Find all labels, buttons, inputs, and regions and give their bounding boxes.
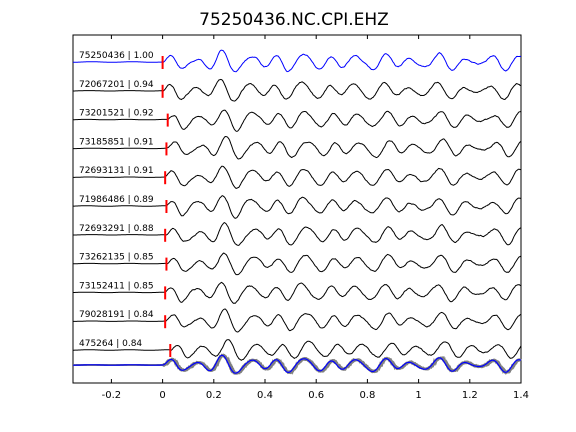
stacked-traces: [73, 353, 522, 375]
stack-reference-trace: [73, 354, 522, 374]
trace-label: 75250436 | 1.00: [79, 51, 154, 61]
trace-label: 79028191 | 0.84: [79, 310, 154, 320]
trace-line: [73, 339, 522, 361]
trace-line: [73, 109, 522, 132]
trace-line: [73, 49, 522, 73]
x-tick-label: 1.2: [462, 390, 478, 401]
trace-line: [73, 135, 522, 160]
x-tick-label: 0.2: [206, 390, 222, 401]
trace-label: 73262135 | 0.85: [79, 253, 154, 263]
trace-label: 72693131 | 0.91: [79, 166, 154, 176]
x-tick-label: 0: [159, 390, 165, 401]
trace-label: 475264 | 0.84: [79, 339, 142, 349]
trace-line: [73, 165, 522, 189]
x-axis: -0.2 0 0.2 0.4 0.6 0.8 1 1.2 1.4: [102, 35, 529, 401]
trace-line: [73, 252, 522, 276]
trace-label: 73201521 | 0.92: [79, 109, 154, 119]
trace-label: 73152411 | 0.85: [79, 281, 154, 291]
trace-line: [73, 195, 522, 219]
trace-label: 72067201 | 0.94: [79, 80, 154, 90]
trace-line: [73, 308, 522, 333]
plot-area: [72, 34, 522, 384]
trace-label: 72693291 | 0.88: [79, 224, 154, 234]
trace-line: [73, 222, 522, 246]
trace-label: 71986486 | 0.89: [79, 195, 154, 205]
x-tick-label: 1.4: [513, 390, 529, 401]
x-tick-label: 1: [415, 390, 421, 401]
trace-line: [73, 78, 522, 102]
x-tick-label: -0.2: [102, 390, 122, 401]
trace-group: 75250436 | 1.00 72067201 | 0.94 73201521 |…: [73, 49, 522, 361]
chart-title: 75250436.NC.CPI.EHZ: [199, 10, 389, 30]
x-tick-label: 0.6: [308, 390, 324, 401]
x-tick-label: 0.4: [257, 390, 273, 401]
trace-label: 73185851 | 0.91: [79, 137, 154, 147]
trace-line: [73, 281, 522, 304]
x-tick-label: 0.8: [359, 390, 375, 401]
